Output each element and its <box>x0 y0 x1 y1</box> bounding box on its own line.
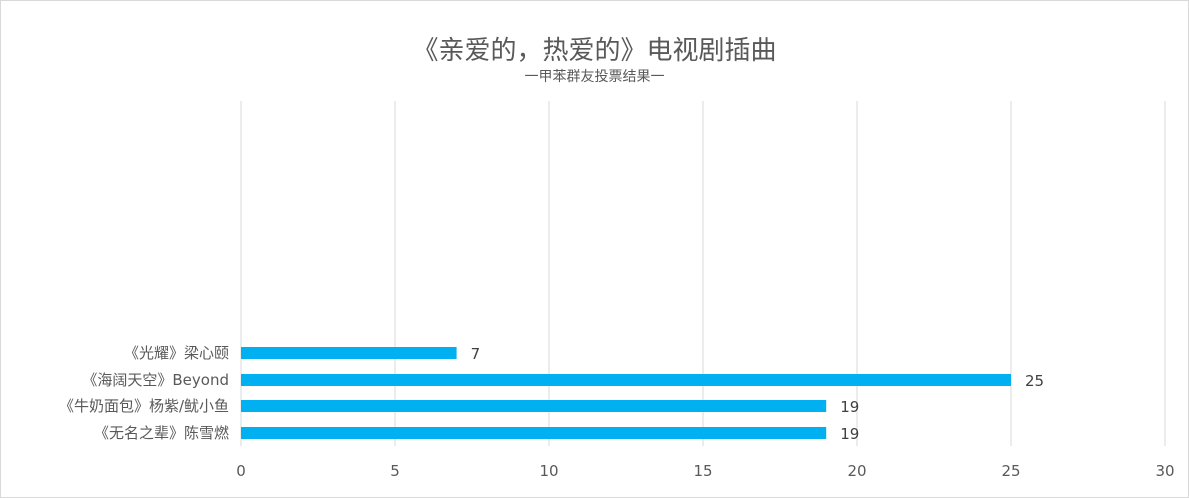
category-label: 《无名之辈》陈雪燃 <box>94 424 229 442</box>
data-label: 19 <box>840 398 859 416</box>
x-tick-label: 25 <box>1001 462 1020 480</box>
data-label: 19 <box>840 425 859 443</box>
data-label: 25 <box>1025 372 1044 390</box>
chart-title: 《亲爱的，热爱的》电视剧插曲 <box>412 36 777 66</box>
x-tick-label: 15 <box>693 462 712 480</box>
category-label: 《光耀》梁心颐 <box>124 344 229 362</box>
bar <box>241 374 1011 386</box>
category-label: 《牛奶面包》杨紫/鱿小鱼 <box>59 397 229 415</box>
x-tick-label: 30 <box>1155 462 1174 480</box>
bar <box>241 400 827 412</box>
x-tick-label: 0 <box>236 462 246 480</box>
x-tick-label: 20 <box>847 462 866 480</box>
data-label: 7 <box>471 345 481 363</box>
category-label: 《海阔天空》Beyond <box>82 371 229 389</box>
bar <box>241 427 827 439</box>
x-tick-label: 5 <box>390 462 400 480</box>
chart-subtitle: 一甲苯群友投票结果一 <box>524 69 665 85</box>
bar <box>241 347 457 359</box>
x-tick-label: 10 <box>539 462 558 480</box>
